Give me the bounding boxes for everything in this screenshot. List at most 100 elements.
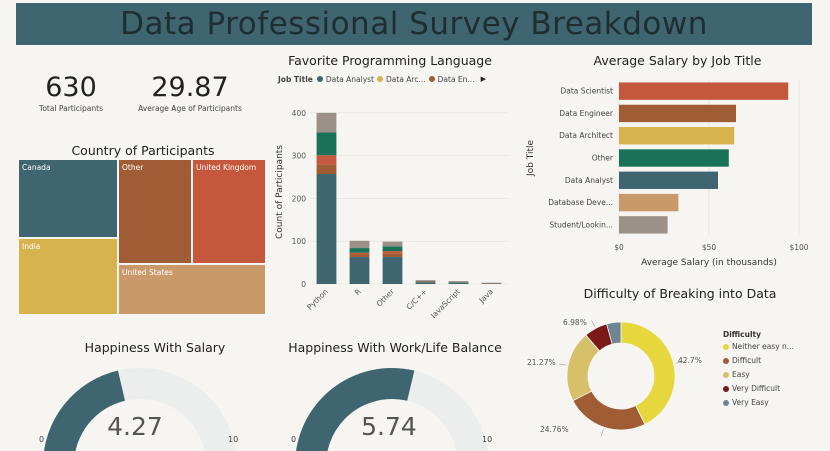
- x-tick-label: $50: [702, 243, 717, 252]
- legend-item-easy[interactable]: Easy: [723, 370, 828, 379]
- treemap-cell-other[interactable]: Other: [118, 159, 192, 264]
- country-chart-title: Country of Participants: [71, 143, 215, 158]
- legend-item-very-easy[interactable]: Very Easy: [723, 398, 828, 407]
- y-tick-label: Data Scientist: [561, 87, 614, 96]
- bar-segment: [349, 257, 370, 284]
- bar-segment: [415, 280, 436, 282]
- happiness-balance-title: Happiness With Work/Life Balance: [288, 340, 502, 355]
- salary-bar: [619, 127, 735, 145]
- treemap-cell-united-kingdom[interactable]: United Kingdom: [192, 159, 266, 264]
- leader-line: [559, 363, 567, 366]
- bar-segment: [349, 254, 370, 258]
- donut-slice: [606, 321, 622, 345]
- legend-label: Easy: [732, 370, 750, 379]
- dashboard-title: Data Professional Survey Breakdown: [120, 6, 708, 42]
- language-stacked-bar-chart: 0 100 200 300 400 Count of Participants Python…: [275, 109, 508, 318]
- legend-item-difficult[interactable]: Difficult: [723, 356, 828, 365]
- bar-segment: [316, 112, 337, 133]
- leader-line: [600, 429, 604, 436]
- treemap-cell-united-states[interactable]: United States: [118, 264, 266, 315]
- x-tick-label: $100: [789, 243, 808, 252]
- legend-dot: [723, 385, 729, 392]
- treemap-label: Canada: [22, 163, 51, 172]
- legend-title: Difficulty: [723, 330, 761, 339]
- average-age-label: Average Age of Participants: [138, 104, 242, 113]
- legend-dot: [316, 76, 323, 82]
- legend-dot: [723, 371, 729, 378]
- bar-segment: [382, 257, 403, 284]
- legend-dot: [428, 76, 435, 82]
- y-tick-label: 400: [292, 109, 307, 118]
- y-tick-label: 0: [301, 280, 306, 289]
- treemap-label: United States: [122, 268, 173, 277]
- legend-item[interactable]: Data En...: [437, 74, 475, 84]
- bar-segment: [382, 246, 403, 252]
- x-tick-label: JavaScript: [428, 287, 462, 318]
- slice-label: 6.98%: [563, 318, 587, 327]
- total-participants-label: Total Participants: [39, 104, 103, 113]
- y-tick-label: Data Analyst: [565, 176, 613, 185]
- treemap-label: India: [22, 242, 41, 251]
- legend-item-very-difficult[interactable]: Very Difficult: [723, 384, 828, 393]
- slice-label: 24.76%: [540, 425, 569, 434]
- salary-bar: [619, 82, 789, 100]
- bar-segment: [349, 240, 370, 249]
- legend-label: Very Difficult: [732, 384, 781, 393]
- gauge-fill: [44, 370, 125, 451]
- y-tick-label: Database Deve...: [548, 198, 613, 207]
- bar-segment: [448, 281, 469, 282]
- bar-segment: [448, 282, 469, 284]
- leader-line: [591, 320, 595, 327]
- legend-label: Very Easy: [732, 398, 769, 407]
- happiness-salary-gauge: [44, 368, 236, 451]
- language-legend: Job Title Data Analyst Data Arc... Data …: [278, 73, 513, 85]
- salary-bar: [619, 171, 718, 189]
- treemap-label: Other: [122, 163, 144, 172]
- legend-next-arrow-icon[interactable]: ▶: [480, 75, 486, 83]
- legend-label: Neither easy n...: [732, 342, 794, 351]
- bar-segment: [316, 164, 337, 175]
- happiness-salary-value: 4.27: [107, 412, 163, 441]
- happiness-salary-title: Happiness With Salary: [84, 340, 226, 355]
- bar-segment: [415, 282, 436, 284]
- y-axis-label: Count of Participants: [275, 145, 285, 239]
- salary-bar: [619, 193, 679, 212]
- salary-bar: [619, 149, 729, 167]
- bar-segment: [382, 251, 403, 254]
- legend-dot: [377, 76, 384, 82]
- total-participants-value: 630: [45, 72, 97, 103]
- legend-item[interactable]: Data Arc...: [386, 74, 426, 84]
- salary-bar: [619, 104, 736, 123]
- slice-label: 21.27%: [527, 358, 556, 367]
- gauge-fill: [296, 368, 415, 451]
- legend-item-neither[interactable]: Neither easy n...: [723, 342, 828, 351]
- difficulty-chart-title: Difficulty of Breaking into Data: [583, 286, 777, 301]
- treemap-cell-canada[interactable]: Canada: [18, 159, 118, 238]
- average-age-value: 29.87: [151, 72, 229, 103]
- bar-segment: [316, 132, 337, 156]
- y-tick-label: Student/Lookin...: [549, 220, 613, 229]
- gauge-min-label: 0: [39, 435, 45, 444]
- happiness-balance-gauge: [296, 368, 488, 451]
- legend-dot: [723, 357, 729, 364]
- x-axis-label: Average Salary (in thousands): [641, 258, 777, 268]
- legend-item[interactable]: Data Analyst: [325, 74, 375, 84]
- slice-label: 42.7%: [678, 356, 702, 365]
- leader-line: [675, 361, 683, 364]
- x-tick-label: Other: [374, 286, 396, 308]
- legend-dot: [723, 399, 729, 406]
- x-tick-label: $0: [614, 243, 624, 252]
- y-axis-label: Job Title: [526, 140, 536, 177]
- legend-title: Job Title: [278, 74, 313, 84]
- bar-segment: [349, 252, 370, 255]
- salary-horizontal-bar-chart: Data Scientist Data Engineer Data Architec…: [526, 80, 809, 268]
- bar-segment: [382, 241, 403, 247]
- treemap-cell-india[interactable]: India: [18, 238, 118, 315]
- legend-dot: [723, 343, 729, 350]
- bar-segment: [316, 174, 337, 284]
- bar-segment: [349, 248, 370, 253]
- x-tick-label: C/C++: [404, 287, 428, 311]
- y-tick-label: 200: [292, 194, 307, 203]
- bar-segment: [316, 155, 337, 165]
- salary-bar: [619, 216, 668, 234]
